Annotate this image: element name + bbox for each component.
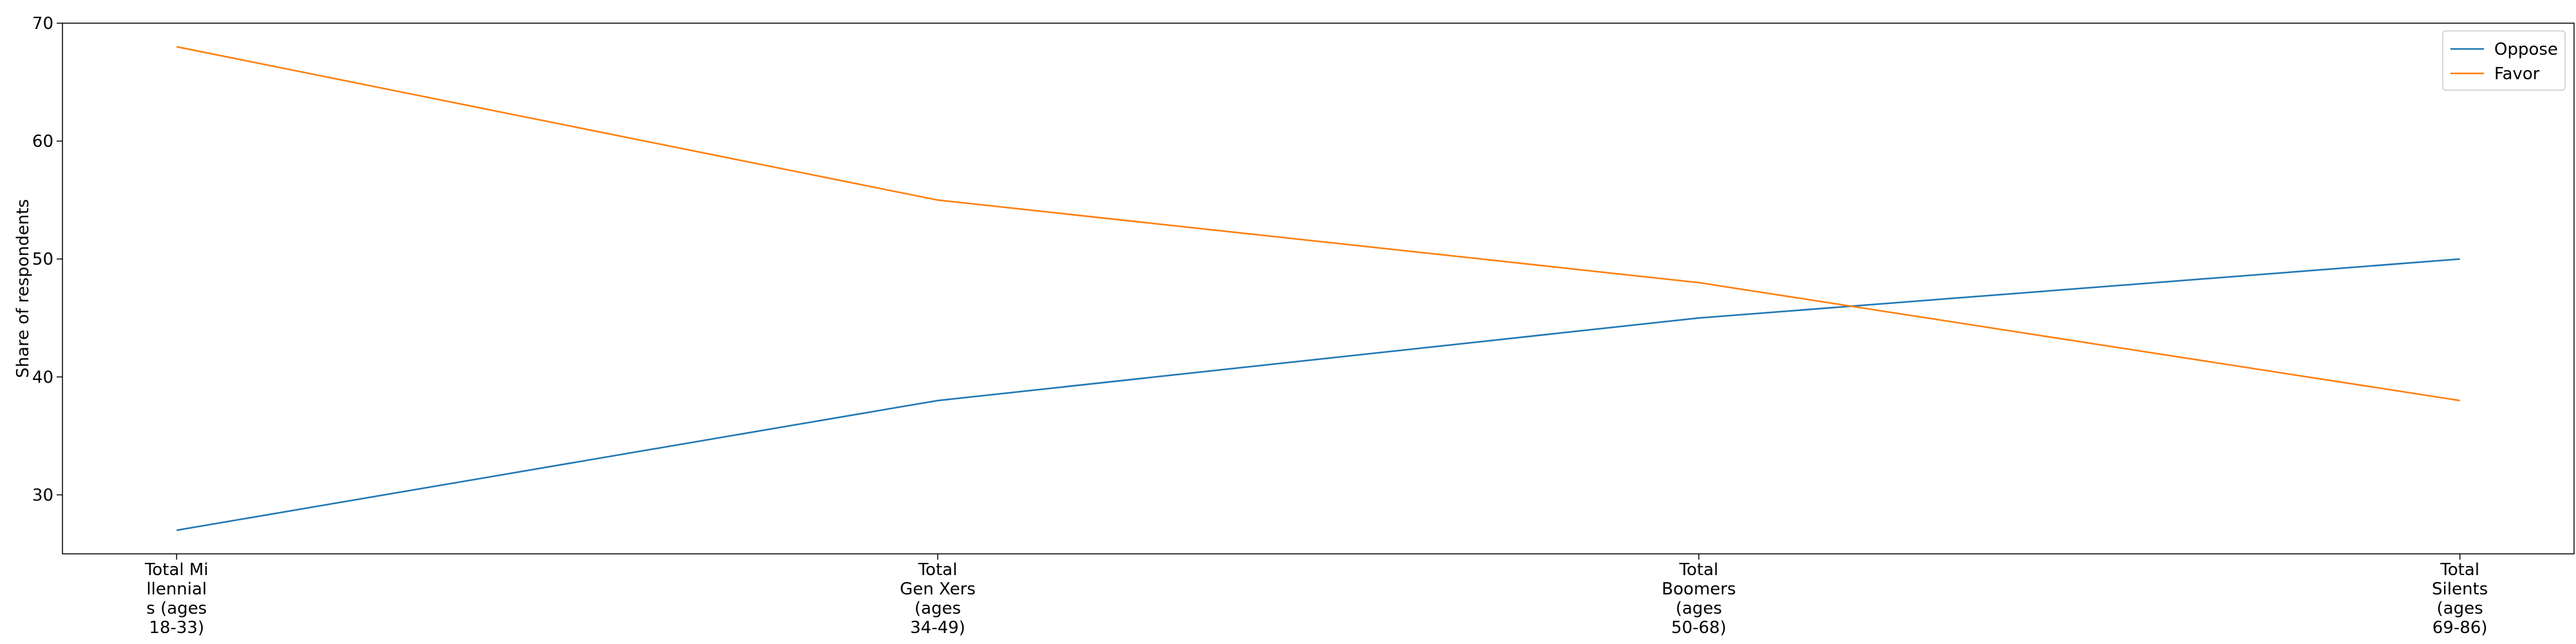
y-tick-label: 70	[32, 14, 53, 33]
y-tick-label: 50	[32, 250, 53, 269]
x-axis: Total Mi llennial s (ages 18-33) Total Gen Xe…	[144, 554, 2488, 638]
x-tick-label: Total Gen Xers (ages 34-49)	[900, 560, 976, 638]
legend-box	[2442, 30, 2566, 91]
legend-label-favor: Favor	[2494, 64, 2540, 84]
y-tick-label: 40	[32, 368, 53, 387]
plot-frame	[62, 23, 2575, 554]
series-line-oppose	[176, 258, 2460, 531]
plot-lines	[176, 46, 2460, 531]
x-tick-label: Total Boomers (ages 50-68)	[1662, 560, 1736, 638]
y-tick-label: 60	[32, 132, 53, 151]
y-axis-label: Share of respondents	[14, 199, 33, 378]
x-tick-label: Total Mi llennial s (ages 18-33)	[144, 560, 209, 638]
x-tick-label: Total Silents (ages 69-86)	[2432, 560, 2488, 638]
legend-label-oppose: Oppose	[2494, 40, 2558, 59]
legend: Oppose Favor	[2442, 30, 2566, 91]
y-tick-label: 30	[32, 486, 53, 505]
series-line-favor	[176, 46, 2460, 402]
y-axis: 30 40 50 60 70	[32, 14, 62, 505]
